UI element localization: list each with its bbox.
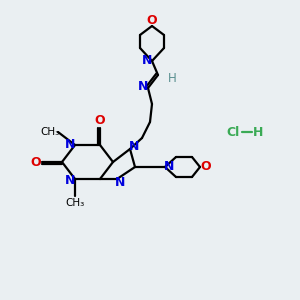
Text: CH₃: CH₃ (65, 198, 85, 208)
Text: N: N (164, 160, 174, 173)
Text: O: O (147, 14, 157, 26)
Text: CH₃: CH₃ (40, 127, 60, 137)
Text: Cl: Cl (226, 125, 240, 139)
Text: H: H (253, 125, 263, 139)
Text: N: N (65, 173, 75, 187)
Text: O: O (201, 160, 211, 173)
Text: N: N (65, 139, 75, 152)
Text: O: O (31, 155, 41, 169)
Text: N: N (142, 53, 152, 67)
Text: O: O (95, 115, 105, 128)
Text: N: N (138, 80, 148, 94)
Text: N: N (115, 176, 125, 190)
Text: H: H (168, 73, 176, 85)
Text: N: N (129, 140, 139, 152)
